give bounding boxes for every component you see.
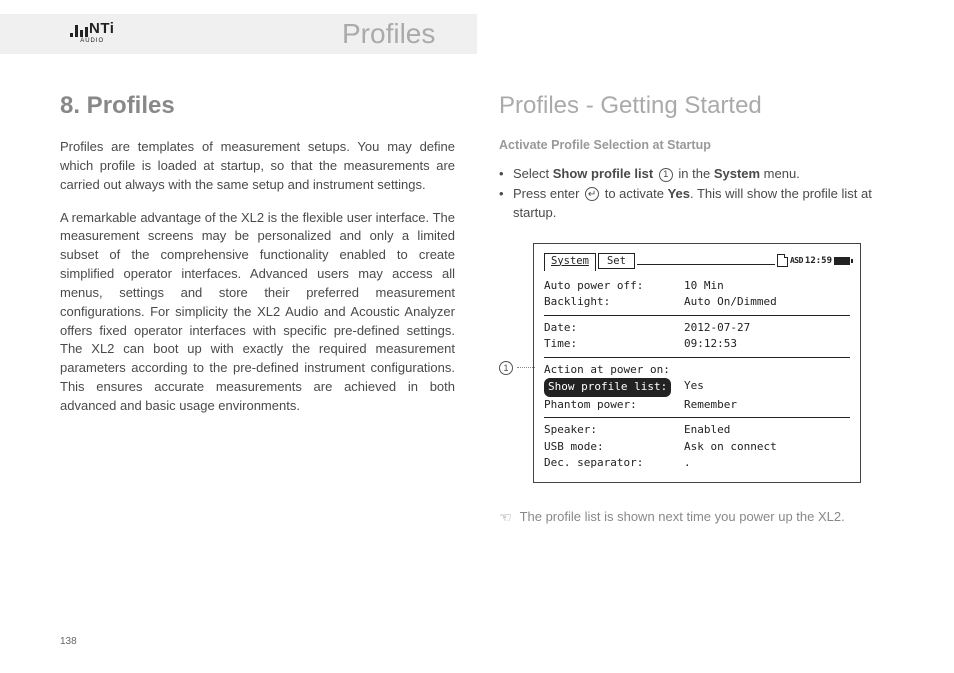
instruction-1: Select Show profile list 1 in the System… xyxy=(499,164,894,184)
row-show-profile: Show profile list: Yes xyxy=(544,378,850,397)
section-title: 8. Profiles xyxy=(60,92,455,120)
separator xyxy=(544,417,850,418)
callout-line xyxy=(517,367,535,368)
battery-icon xyxy=(834,257,850,265)
logo-text: NTi xyxy=(89,20,114,37)
paragraph-1: Profiles are templates of measurement se… xyxy=(60,138,455,195)
body-text: Profiles are templates of measurement se… xyxy=(60,138,455,416)
page: NTi AUDIO Profiles 8. Profiles Profiles … xyxy=(0,0,954,673)
row-usb: USB mode: Ask on connect xyxy=(544,439,850,456)
tip-text: The profile list is shown next time you … xyxy=(520,509,845,524)
row-action-header: Action at power on: xyxy=(544,362,850,379)
callout-marker-1: 1 xyxy=(497,361,535,375)
row-phantom: Phantom power: Remember xyxy=(544,397,850,414)
paragraph-2: A remarkable advantage of the XL2 is the… xyxy=(60,209,455,416)
row-dec: Dec. separator: . xyxy=(544,455,850,472)
page-header-title: Profiles xyxy=(342,18,435,50)
instruction-2: Press enter ↵ to activate Yes. This will… xyxy=(499,184,894,223)
asd-label: ASD xyxy=(790,256,803,265)
separator xyxy=(544,315,850,316)
right-title: Profiles - Getting Started xyxy=(499,92,894,120)
screenshot-wrapper: 1 SystemSet ASD 12:59 Auto power off: xyxy=(533,243,894,483)
enter-icon: ↵ xyxy=(585,187,599,201)
tip: ☞ The profile list is shown next time yo… xyxy=(499,509,894,526)
device-screen: SystemSet ASD 12:59 Auto power off: 10 M… xyxy=(533,243,861,483)
row-date: Date: 2012-07-27 xyxy=(544,320,850,337)
logo-subtext: AUDIO xyxy=(80,38,104,44)
clock: 12:59 xyxy=(805,256,832,266)
row-time: Time: 09:12:53 xyxy=(544,336,850,353)
row-backlight: Backlight: Auto On/Dimmed xyxy=(544,294,850,311)
hand-icon: ☞ xyxy=(499,509,512,526)
instruction-list: Select Show profile list 1 in the System… xyxy=(499,164,894,223)
screen-tabs: SystemSet ASD 12:59 xyxy=(544,252,850,270)
tab-system: System xyxy=(544,253,596,271)
sd-card-icon xyxy=(777,254,788,267)
left-column: 8. Profiles Profiles are templates of me… xyxy=(60,92,455,526)
row-auto-power: Auto power off: 10 Min xyxy=(544,278,850,295)
marker-1-inline: 1 xyxy=(659,168,673,182)
row-speaker: Speaker: Enabled xyxy=(544,422,850,439)
tab-set: Set xyxy=(598,253,635,269)
sub-heading: Activate Profile Selection at Startup xyxy=(499,138,894,152)
separator xyxy=(544,357,850,358)
page-number: 138 xyxy=(60,636,77,647)
content: 8. Profiles Profiles are templates of me… xyxy=(60,92,894,526)
logo: NTi AUDIO xyxy=(70,20,114,44)
right-column: Profiles - Getting Started Activate Prof… xyxy=(499,92,894,526)
